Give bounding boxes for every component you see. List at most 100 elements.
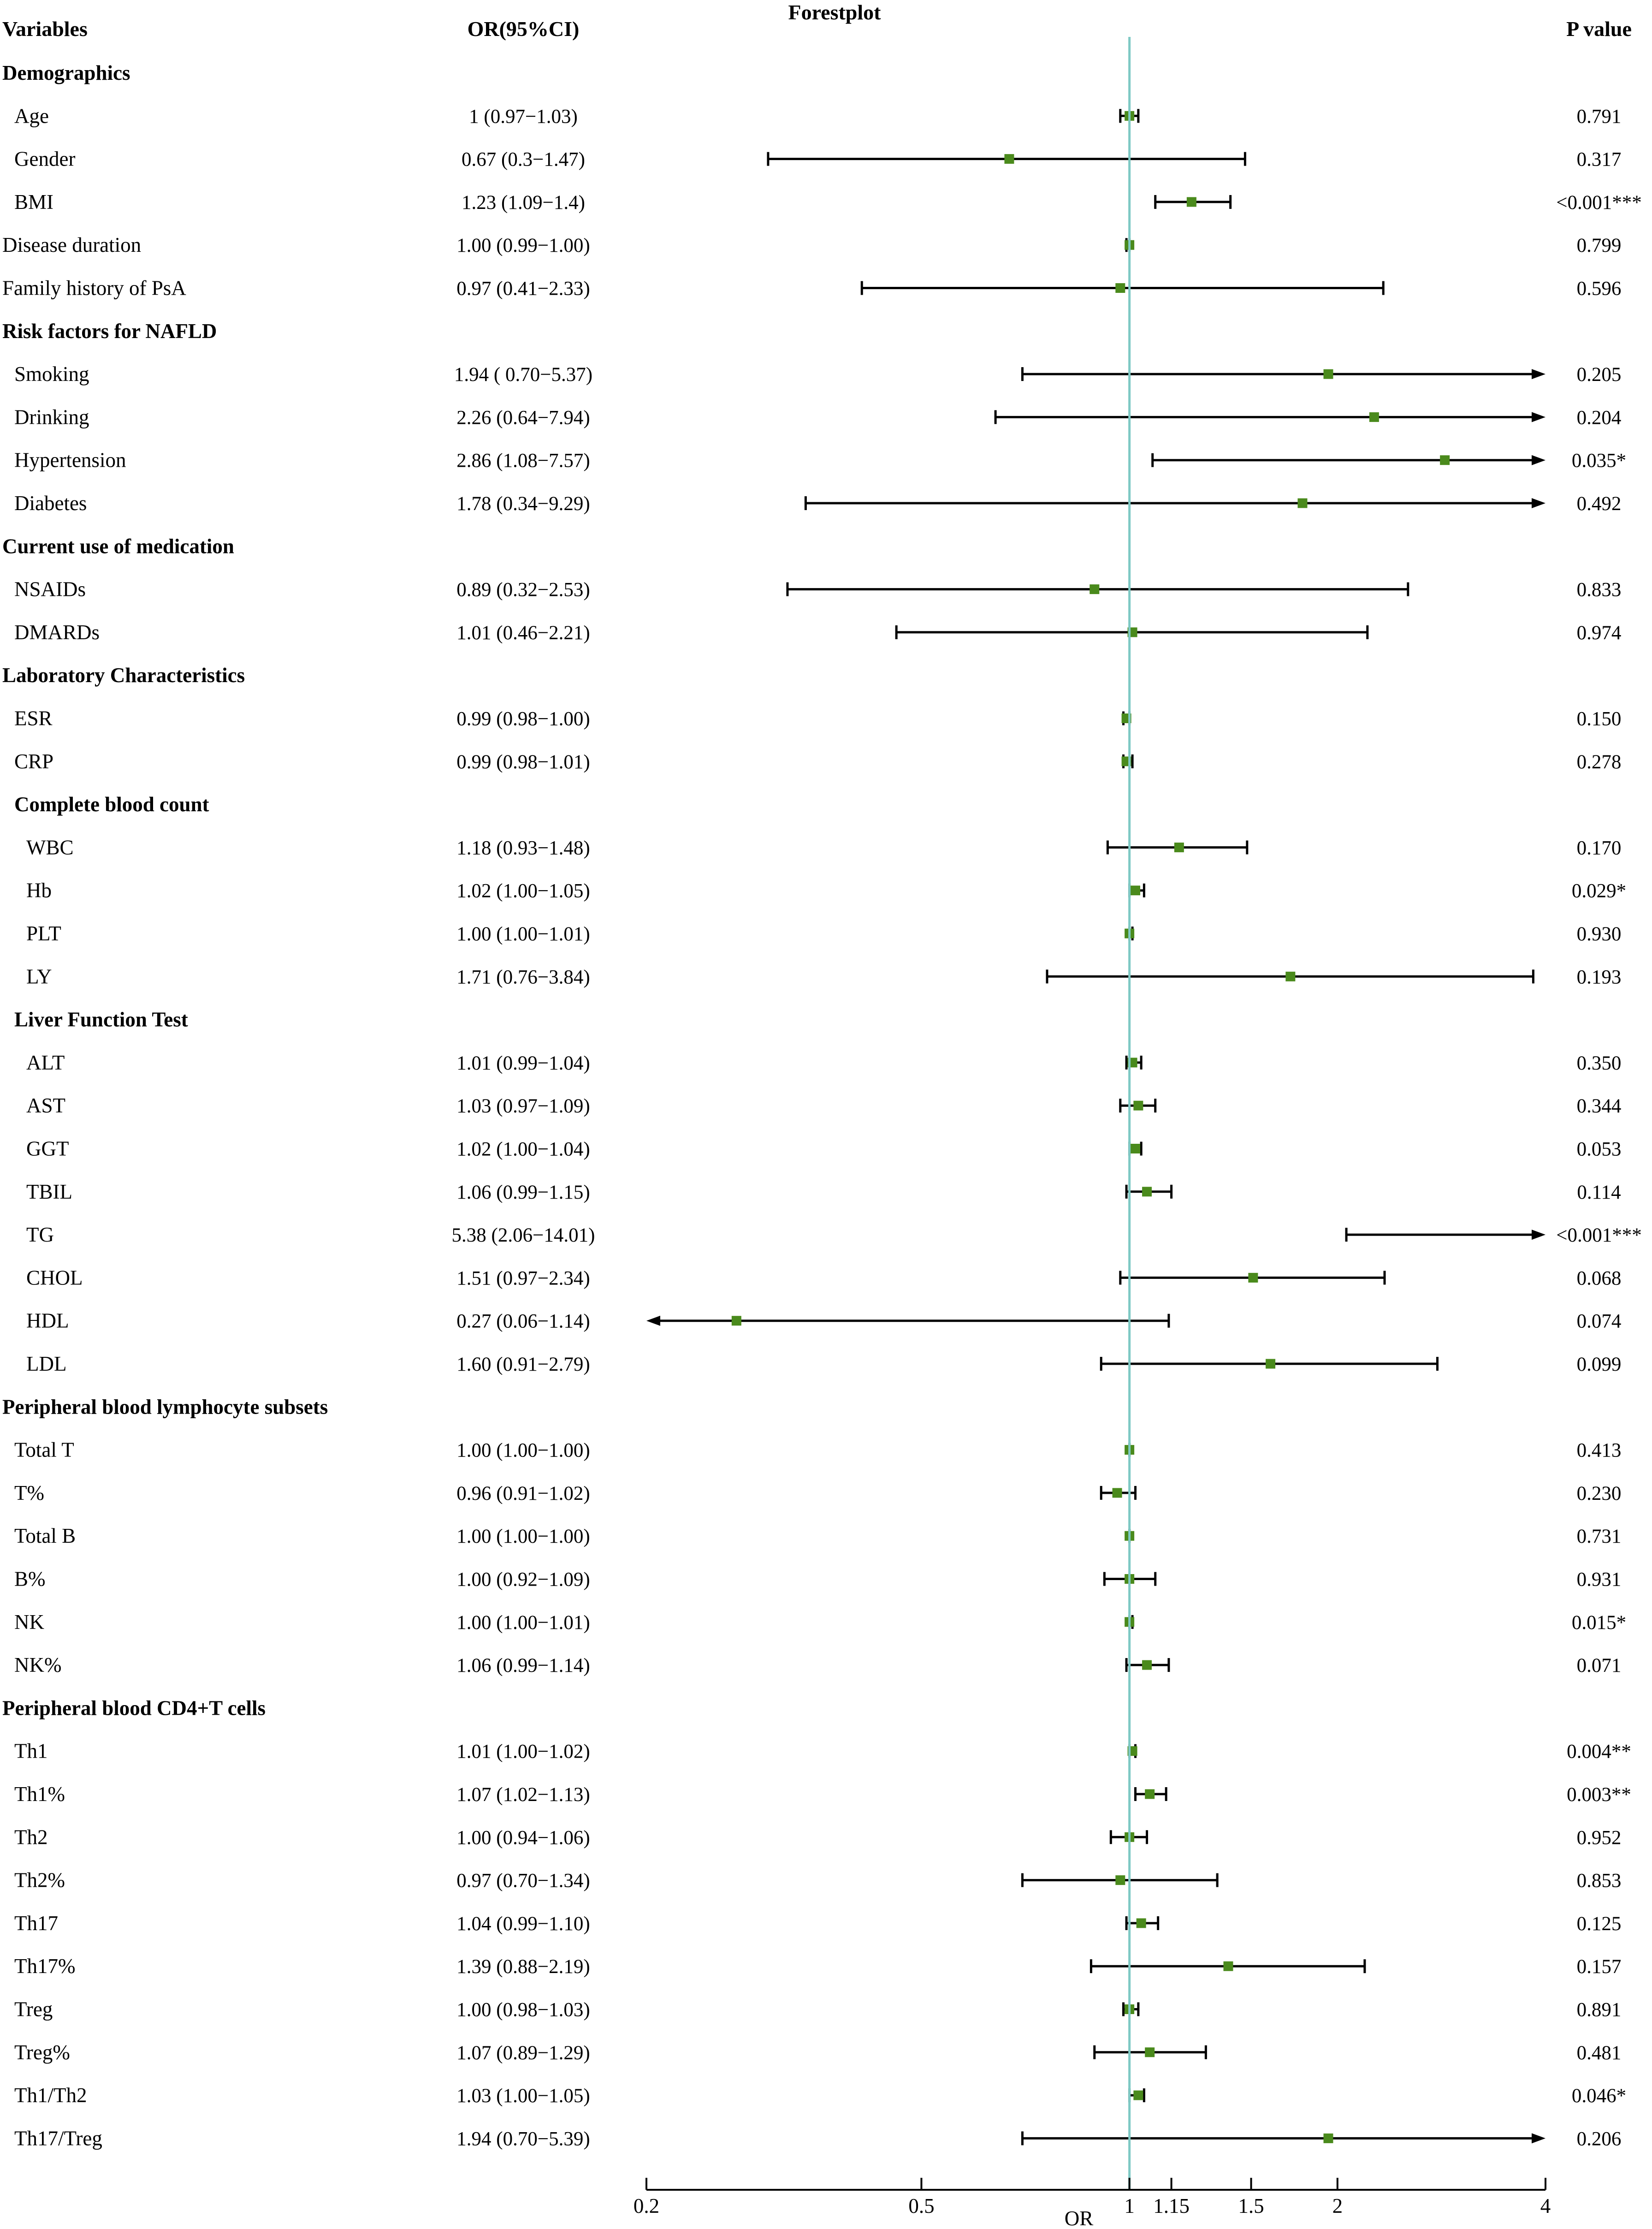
or-point — [1145, 1789, 1155, 1799]
p-value-text: 0.791 — [1577, 106, 1622, 127]
p-value-text: <0.001*** — [1556, 1224, 1642, 1246]
or-point — [1323, 369, 1333, 379]
or-point — [1115, 1875, 1125, 1885]
row-label: LY — [26, 965, 52, 988]
row-label: DMARDs — [14, 621, 100, 644]
or-ci-text: 1.23 (1.09−1.4) — [462, 192, 585, 214]
ci-arrow-left — [646, 1315, 660, 1326]
or-ci-text: 5.38 (2.06−14.01) — [452, 1224, 595, 1246]
row-label: Th1 — [14, 1740, 48, 1763]
row-label: HDL — [26, 1309, 69, 1332]
or-point — [1248, 1272, 1258, 1283]
x-axis: 0.2 0.5 1 1.15 1.5 2 4 — [634, 2178, 1551, 2217]
row-label: NSAIDs — [14, 578, 86, 601]
p-value-text: 0.891 — [1577, 1999, 1622, 2021]
or-ci-text: 0.99 (0.98−1.00) — [456, 708, 590, 730]
or-point — [1323, 2133, 1333, 2143]
p-value-text: 0.853 — [1577, 1870, 1622, 1892]
or-ci-text: 0.89 (0.32−2.53) — [456, 579, 590, 601]
or-point — [1174, 842, 1184, 852]
or-ci-text: 1.00 (0.94−1.06) — [456, 1827, 590, 1849]
p-value-text: 0.071 — [1577, 1655, 1622, 1676]
group-label: Current use of medication — [2, 535, 234, 558]
p-value-text: 0.278 — [1577, 751, 1622, 773]
row-label: LDL — [26, 1352, 66, 1375]
header-or-ci: OR(95%CI) — [468, 17, 580, 41]
row-label: ALT — [26, 1051, 65, 1074]
group-label: Liver Function Test — [14, 1008, 188, 1031]
p-value-text: 0.029* — [1572, 880, 1626, 902]
ci-arrow-right — [1532, 369, 1545, 380]
row-label: Disease duration — [2, 233, 141, 256]
or-point — [1136, 1918, 1146, 1928]
or-ci-text: 1.03 (0.97−1.09) — [456, 1095, 590, 1117]
group-label: Laboratory Characteristics — [2, 664, 245, 687]
group-label: Demographics — [2, 61, 130, 84]
row-label: Family history of PsA — [2, 277, 186, 300]
or-point — [1131, 886, 1141, 896]
or-ci-text: 1.03 (1.00−1.05) — [456, 2085, 590, 2107]
p-value-text: 0.003** — [1567, 1784, 1631, 1806]
p-value-text: 0.974 — [1577, 622, 1622, 644]
p-value-text: 0.125 — [1577, 1913, 1622, 1935]
or-ci-text: 1.02 (1.00−1.04) — [456, 1139, 590, 1160]
row-label: Total B — [14, 1524, 76, 1547]
x-axis-label: OR — [1065, 2207, 1094, 2229]
p-value-text: 0.731 — [1577, 1526, 1622, 1547]
or-point — [1131, 1144, 1141, 1153]
row-label: Th17 — [14, 1912, 58, 1935]
x-tick-label: 0.2 — [634, 2194, 659, 2217]
x-tick-label: 1.5 — [1238, 2194, 1264, 2217]
p-value-text: 0.053 — [1577, 1139, 1622, 1160]
row-label: CRP — [14, 750, 53, 773]
or-ci-text: 1.07 (0.89−1.29) — [456, 2042, 590, 2064]
row-label: ESR — [14, 707, 53, 730]
row-label: Th1% — [14, 1783, 65, 1806]
row-label: Total T — [14, 1438, 74, 1462]
p-value-text: 0.799 — [1577, 235, 1622, 256]
ci-arrow-right — [1532, 455, 1545, 465]
row-label: Th2% — [14, 1869, 65, 1892]
p-value-text: 0.114 — [1577, 1182, 1621, 1203]
row-label: Drinking — [14, 405, 89, 428]
p-value-text: 0.930 — [1577, 923, 1622, 945]
or-ci-text: 1.01 (0.46−2.21) — [456, 622, 590, 644]
or-point — [731, 1316, 741, 1326]
x-tick-label: 0.5 — [908, 2194, 934, 2217]
ci-arrow-right — [1532, 412, 1545, 422]
or-ci-text: 0.97 (0.70−1.34) — [456, 1870, 590, 1892]
row-label: NK% — [14, 1653, 61, 1676]
row-label: T% — [14, 1481, 44, 1504]
row-label: Age — [14, 104, 49, 127]
row-label: Treg — [14, 1998, 53, 2021]
row-label: Th17% — [14, 1955, 75, 1978]
p-value-text: 0.481 — [1577, 2042, 1622, 2064]
or-point — [1142, 1187, 1152, 1197]
or-point — [1186, 197, 1196, 207]
or-ci-text: 0.99 (0.98−1.01) — [456, 751, 590, 773]
or-point — [1142, 1660, 1152, 1670]
or-point — [1297, 498, 1308, 508]
x-tick-label: 4 — [1540, 2194, 1551, 2217]
or-ci-text: 1.00 (1.00−1.00) — [456, 1526, 590, 1547]
p-value-text: 0.068 — [1577, 1267, 1622, 1289]
or-ci-text: 1.60 (0.91−2.79) — [456, 1354, 590, 1375]
p-value-text: 0.015* — [1572, 1612, 1626, 1634]
row-label: TG — [26, 1223, 54, 1246]
or-ci-text: 1.18 (0.93−1.48) — [456, 837, 590, 859]
p-value-text: 0.317 — [1577, 149, 1622, 171]
or-ci-text: 2.26 (0.64−7.94) — [456, 407, 590, 428]
row-label: NK — [14, 1611, 44, 1634]
p-value-text: 0.205 — [1577, 364, 1622, 386]
ci-arrow-right — [1532, 2133, 1545, 2144]
or-ci-text: 1.00 (1.00−1.01) — [456, 923, 590, 945]
row-label: Th2 — [14, 1825, 48, 1849]
marks-layer — [646, 109, 1545, 2146]
group-label: Complete blood count — [14, 793, 209, 816]
chart-title: Forestplot — [788, 0, 881, 24]
p-value-text: <0.001*** — [1556, 192, 1642, 214]
p-value-text: 0.952 — [1577, 1827, 1622, 1849]
or-ci-text: 0.27 (0.06−1.14) — [456, 1311, 590, 1332]
p-value-text: 0.157 — [1577, 1956, 1622, 1978]
